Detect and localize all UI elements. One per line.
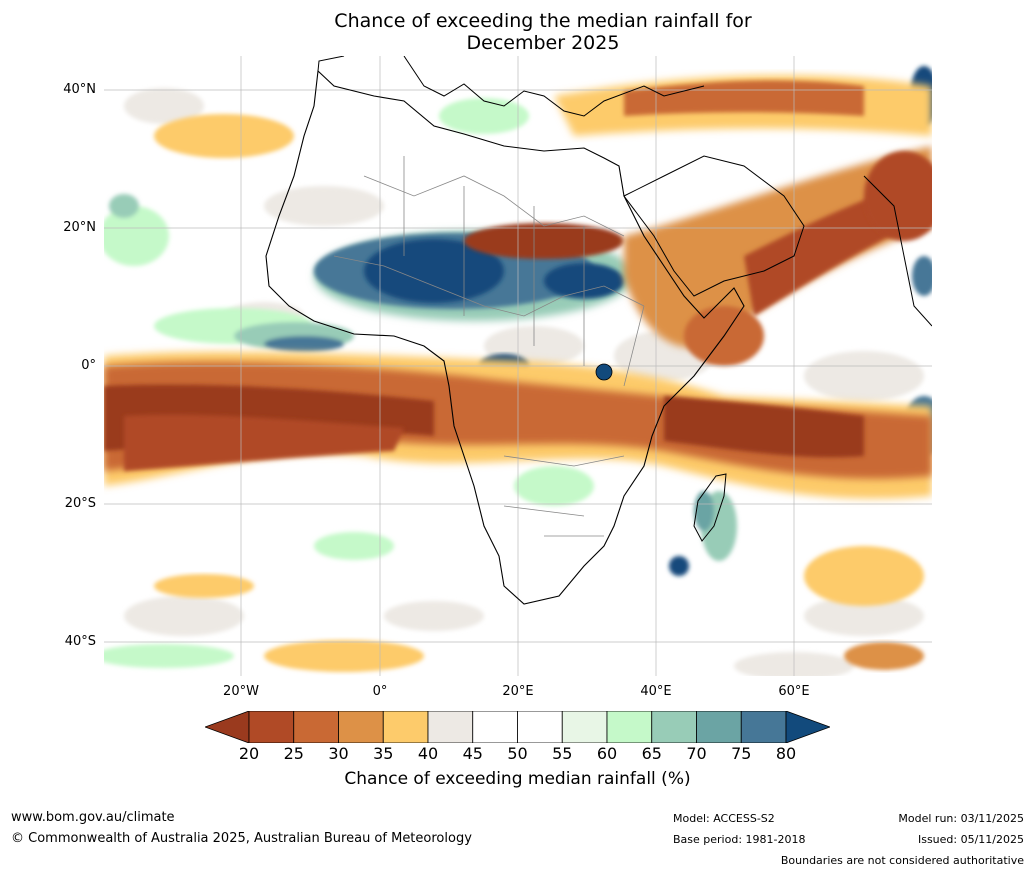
europe-coastline xyxy=(317,56,705,117)
colorbar-bin xyxy=(561,711,608,743)
colorbar-tick-label: 25 xyxy=(283,744,304,763)
base-period: Base period: 1981-2018 xyxy=(673,833,806,846)
colorbar-bin xyxy=(606,711,653,743)
colorbar-tick-label: 40 xyxy=(417,744,439,763)
boundaries-disclaimer: Boundaries are not considered authoritat… xyxy=(780,854,1024,867)
website-link[interactable]: www.bom.gov.au/climate xyxy=(11,810,175,825)
colorbar-tick-label: 70 xyxy=(686,744,707,763)
colorbar-bin xyxy=(293,711,339,743)
copyright-text: © Commonwealth of Australia 2025, Austra… xyxy=(11,831,472,846)
sahel-wet-band xyxy=(314,223,634,378)
arabia-coastline xyxy=(623,155,805,297)
colorbar-tick-label: 55 xyxy=(552,744,573,763)
colorbar-bin xyxy=(472,711,518,743)
graticule xyxy=(104,56,932,676)
madagascar-coastline xyxy=(693,473,727,542)
colorbar-tick-label: 65 xyxy=(641,744,662,763)
lat-label-40s: 40°S xyxy=(64,634,96,649)
lake-victoria xyxy=(595,363,613,381)
colorbar-bin xyxy=(740,711,787,743)
lat-label-20s: 20°S xyxy=(64,496,96,511)
colorbar-tick-label: 20 xyxy=(238,744,260,763)
title-line-2: December 2025 xyxy=(466,32,620,54)
colorbar-bin xyxy=(338,711,384,743)
colorbar-tick-label: 60 xyxy=(596,744,618,763)
india-coastline xyxy=(863,175,932,327)
lon-label-20e: 20°E xyxy=(502,684,534,699)
colorbar-tick-label: 50 xyxy=(507,744,528,763)
rainfall-map xyxy=(104,56,932,676)
colorbar-bin xyxy=(651,711,697,743)
title-line-1: Chance of exceeding the median rainfall … xyxy=(334,10,752,32)
colorbar-label: Chance of exceeding median rainfall (%) xyxy=(344,769,691,789)
colorbar-bin xyxy=(248,711,295,743)
africa-coastline xyxy=(265,69,745,605)
colorbar-bin xyxy=(517,711,563,743)
lat-label-20n: 20°N xyxy=(63,220,96,235)
colorbar-tick-label: 45 xyxy=(462,744,483,763)
colorbar-bin xyxy=(427,711,474,743)
colorbar-extension-low xyxy=(205,711,250,743)
country-borders xyxy=(333,156,645,537)
lon-label-20w: 20°W xyxy=(223,684,259,699)
lon-label-60e: 60°E xyxy=(778,684,810,699)
colorbar-bin xyxy=(382,711,429,743)
colorbar-tick-label: 80 xyxy=(775,744,797,763)
lat-label-0: 0° xyxy=(81,358,96,373)
colorbar-bin xyxy=(696,711,742,743)
issued-date: Issued: 05/11/2025 xyxy=(917,833,1024,846)
colorbar-extension-high xyxy=(785,711,830,743)
colorbar xyxy=(205,711,830,743)
colorbar-tick-label: 30 xyxy=(328,744,349,763)
colorbar-tick-label: 75 xyxy=(731,744,752,763)
lon-label-40e: 40°E xyxy=(640,684,672,699)
model-run-date: Model run: 03/11/2025 xyxy=(898,812,1024,825)
model-name: Model: ACCESS-S2 xyxy=(673,812,775,825)
colorbar-tick-label: 35 xyxy=(373,744,394,763)
lat-label-40n: 40°N xyxy=(63,82,96,97)
map-title: Chance of exceeding the median rainfall … xyxy=(0,10,1035,54)
lon-label-0: 0° xyxy=(372,684,388,699)
